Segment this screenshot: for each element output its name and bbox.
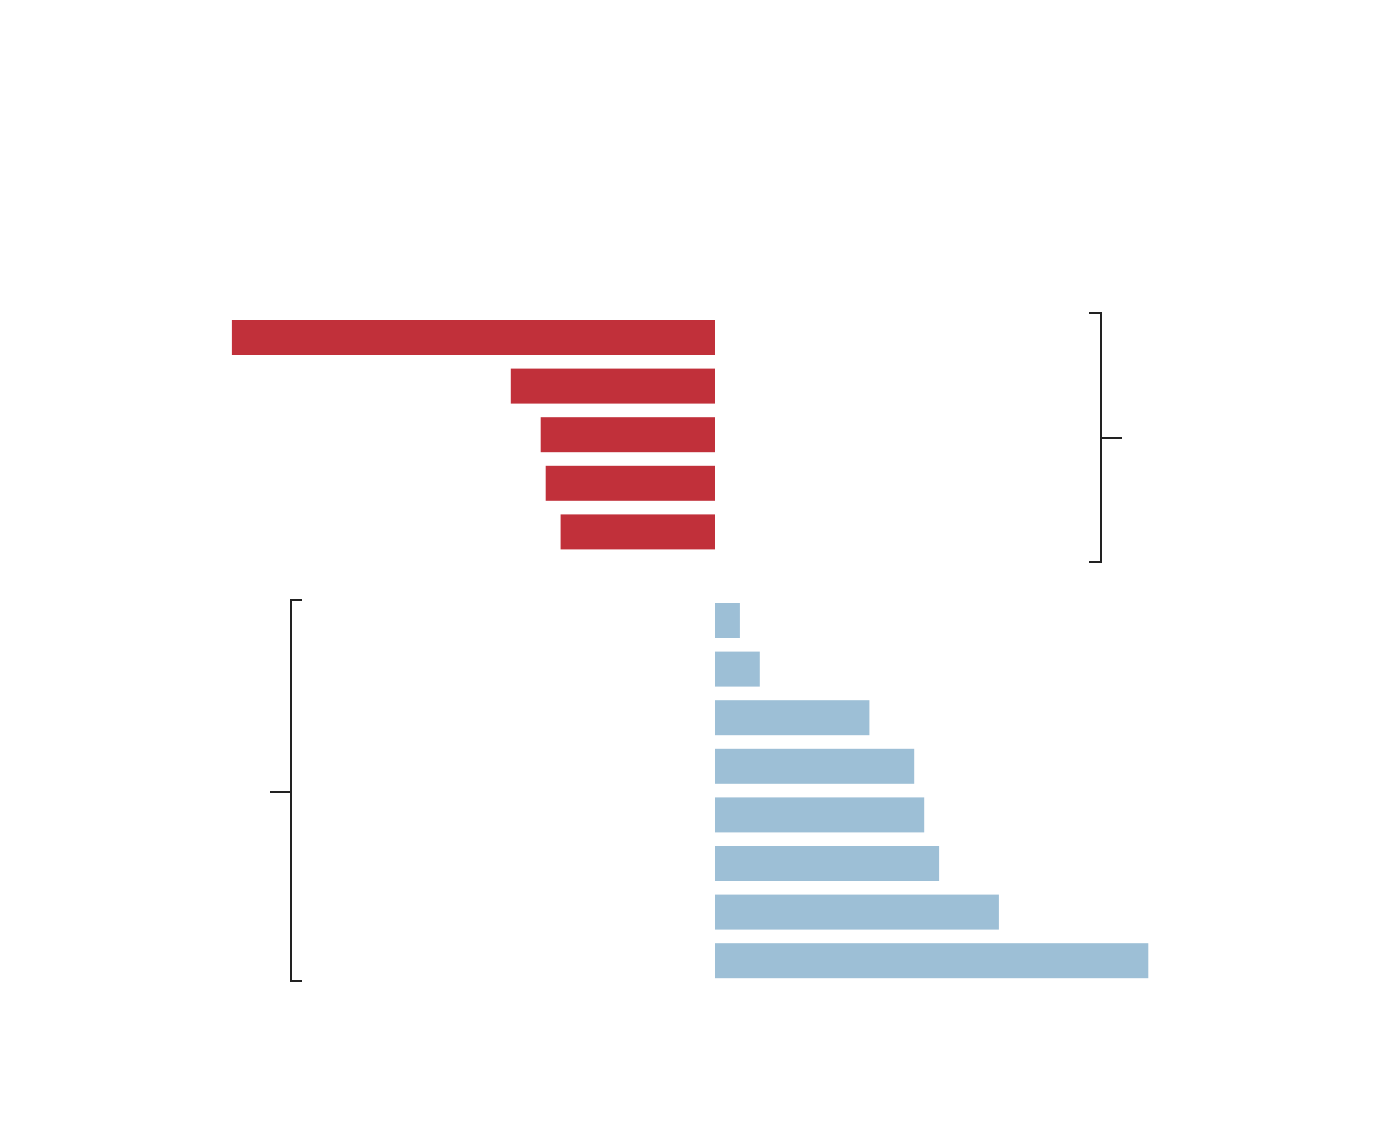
positive-bar	[715, 700, 870, 736]
negative-bar	[560, 514, 715, 550]
brackets-group	[270, 312, 1122, 982]
positive-bar	[715, 797, 925, 833]
negative-group-bracket	[1089, 312, 1122, 563]
negative-bar	[540, 417, 715, 453]
positive-group-bracket	[270, 599, 302, 982]
negative-bars-group	[231, 320, 715, 550]
positive-bar	[715, 943, 1149, 979]
positive-bar	[715, 894, 999, 930]
positive-bar	[715, 651, 760, 687]
positive-bar	[715, 603, 740, 638]
negative-bar	[231, 320, 715, 355]
positive-bar	[715, 846, 940, 881]
positive-bar	[715, 748, 915, 784]
negative-bar	[545, 465, 715, 501]
positive-bars-group	[715, 603, 1149, 979]
negative-bar	[510, 368, 715, 404]
